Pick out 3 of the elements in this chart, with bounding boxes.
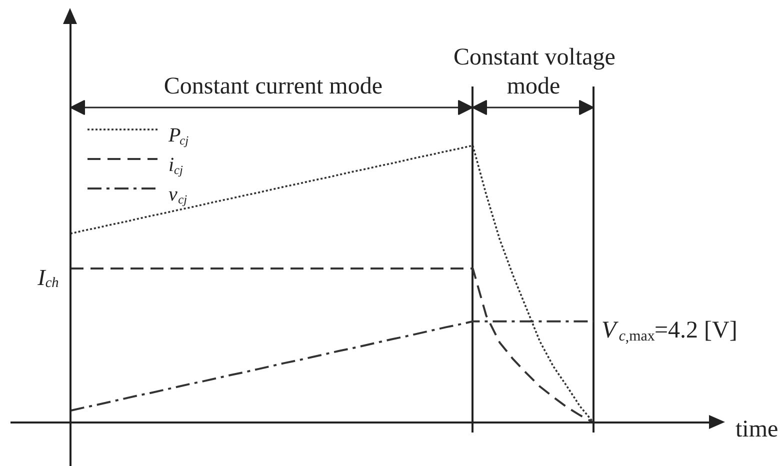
text: Constant voltage mode: [453, 44, 616, 100]
text: Constant current mode: [164, 74, 382, 100]
text: time: [736, 416, 778, 442]
